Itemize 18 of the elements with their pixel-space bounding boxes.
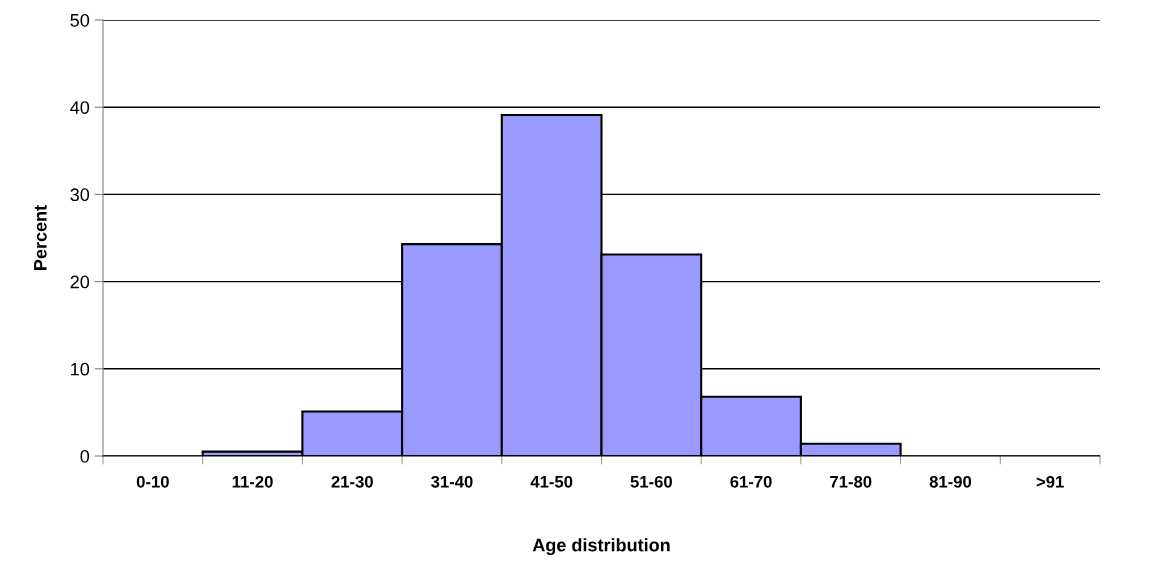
- x-axis-title: Age distribution: [532, 538, 670, 556]
- x-tick-label: 81-90: [929, 475, 972, 488]
- x-tick-label: 0-10: [136, 475, 169, 488]
- y-tick-label: 30: [70, 188, 90, 202]
- y-tick-label: 10: [71, 362, 90, 376]
- y-axis-title: Percent: [34, 205, 47, 270]
- x-tick-label: 51-60: [630, 475, 672, 488]
- x-tick-label: 41-50: [530, 475, 573, 488]
- x-tick-label: 11-20: [232, 475, 273, 488]
- y-tick-label: 40: [70, 101, 90, 114]
- x-tick-label: 21-30: [331, 475, 373, 488]
- x-tick-label: 61-70: [730, 475, 772, 488]
- y-tick-label: 0: [80, 449, 90, 463]
- y-tick-label: 20: [70, 275, 90, 289]
- y-tick-label: 50: [70, 13, 90, 27]
- x-tick-label: 71-80: [830, 475, 872, 488]
- x-tick-label: >91: [1036, 475, 1064, 488]
- x-tick-label: 31-40: [431, 475, 473, 488]
